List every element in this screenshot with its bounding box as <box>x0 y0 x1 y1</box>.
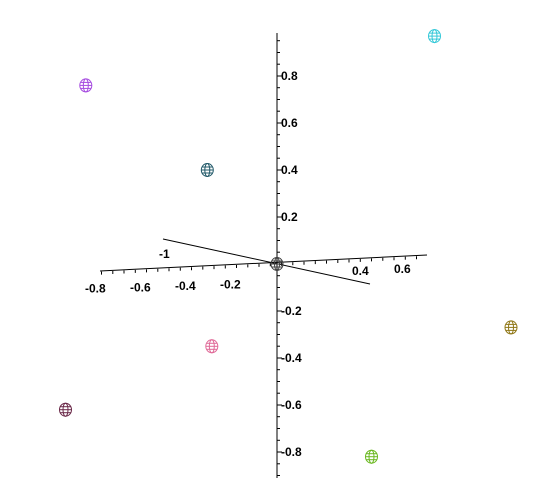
data-point <box>59 402 72 417</box>
z-tick-label: 0.6 <box>394 262 411 276</box>
data-point <box>200 163 214 177</box>
y-tick-label: -0.8 <box>281 445 302 459</box>
z-tick-label: 0.4 <box>352 264 369 278</box>
x-tick-label: -0.4 <box>175 279 196 293</box>
y-tick-label: -0.2 <box>281 304 302 318</box>
x-tick-label: -0.2 <box>220 278 241 292</box>
data-point <box>365 449 378 464</box>
data-point <box>504 320 518 335</box>
data-point <box>270 257 284 271</box>
tick-labels: -0.8 -0.6 -0.4 -0.2 0.2 0.4 0.6 0.8 -0.8 -0.6 -0.4… <box>85 69 411 459</box>
data-points <box>59 29 518 464</box>
tick-marks <box>101 40 417 476</box>
y-tick-label: -0.4 <box>281 351 302 365</box>
y-tick-label: 0.4 <box>281 163 298 177</box>
y-tick-label: -0.6 <box>281 398 302 412</box>
data-point <box>428 29 441 44</box>
data-point <box>79 78 93 93</box>
y-tick-label: 0.2 <box>281 210 298 224</box>
x-tick-label: -0.8 <box>85 282 106 296</box>
z-axis <box>162 238 371 285</box>
y-tick-label: 0.8 <box>281 69 298 83</box>
z-tick-label: -1 <box>159 247 170 261</box>
x-tick-label: -0.6 <box>130 280 151 294</box>
y-tick-label: 0.6 <box>281 116 298 130</box>
data-point <box>205 339 219 354</box>
x-axis <box>99 254 428 272</box>
